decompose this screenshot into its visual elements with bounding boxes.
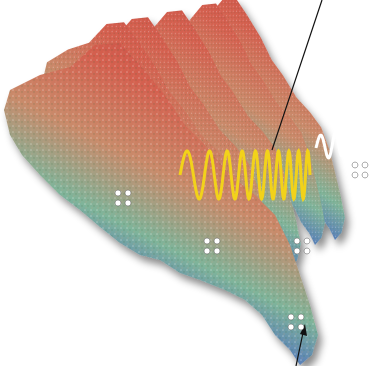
- dot: [288, 324, 294, 330]
- dot: [298, 314, 304, 320]
- dot: [214, 248, 220, 254]
- white-wave: [316, 126, 376, 158]
- dot: [362, 172, 368, 178]
- map-stack: [4, 0, 345, 365]
- dot: [294, 238, 300, 244]
- dot: [204, 238, 210, 244]
- dot: [125, 190, 131, 196]
- dot: [214, 238, 220, 244]
- dot: [115, 200, 121, 206]
- dot: [288, 314, 294, 320]
- dot: [352, 162, 358, 168]
- dot: [362, 162, 368, 168]
- page: (() => { const wave = (x0, y0, x1, y1, a…: [0, 0, 390, 366]
- dot: [304, 238, 310, 244]
- dot: [115, 190, 121, 196]
- dot: [294, 248, 300, 254]
- dot: [304, 248, 310, 254]
- dot: [352, 172, 358, 178]
- dot: [125, 200, 131, 206]
- illustration: [0, 0, 390, 366]
- dot: [204, 248, 210, 254]
- dot: [298, 324, 304, 330]
